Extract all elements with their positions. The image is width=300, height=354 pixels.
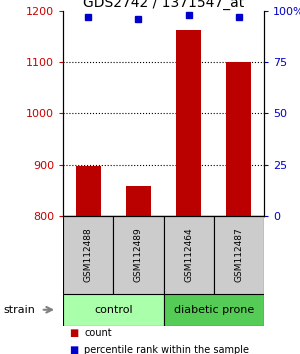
Text: GSM112487: GSM112487 <box>234 228 243 282</box>
Bar <box>63 294 164 326</box>
Text: ■: ■ <box>69 346 78 354</box>
Bar <box>164 216 214 294</box>
Bar <box>176 30 201 216</box>
Text: diabetic prone: diabetic prone <box>174 305 254 315</box>
Text: GSM112488: GSM112488 <box>84 228 93 282</box>
Text: GSM112489: GSM112489 <box>134 228 143 282</box>
Text: count: count <box>84 328 112 338</box>
Bar <box>113 216 164 294</box>
Text: ■: ■ <box>69 328 78 338</box>
Bar <box>226 62 251 216</box>
Text: percentile rank within the sample: percentile rank within the sample <box>84 346 249 354</box>
Bar <box>164 294 264 326</box>
Text: GSM112464: GSM112464 <box>184 228 193 282</box>
Bar <box>63 216 113 294</box>
Bar <box>76 166 101 216</box>
Title: GDS2742 / 1371547_at: GDS2742 / 1371547_at <box>83 0 244 10</box>
Text: control: control <box>94 305 133 315</box>
Bar <box>126 186 151 216</box>
Bar <box>214 216 264 294</box>
Text: strain: strain <box>3 305 35 315</box>
